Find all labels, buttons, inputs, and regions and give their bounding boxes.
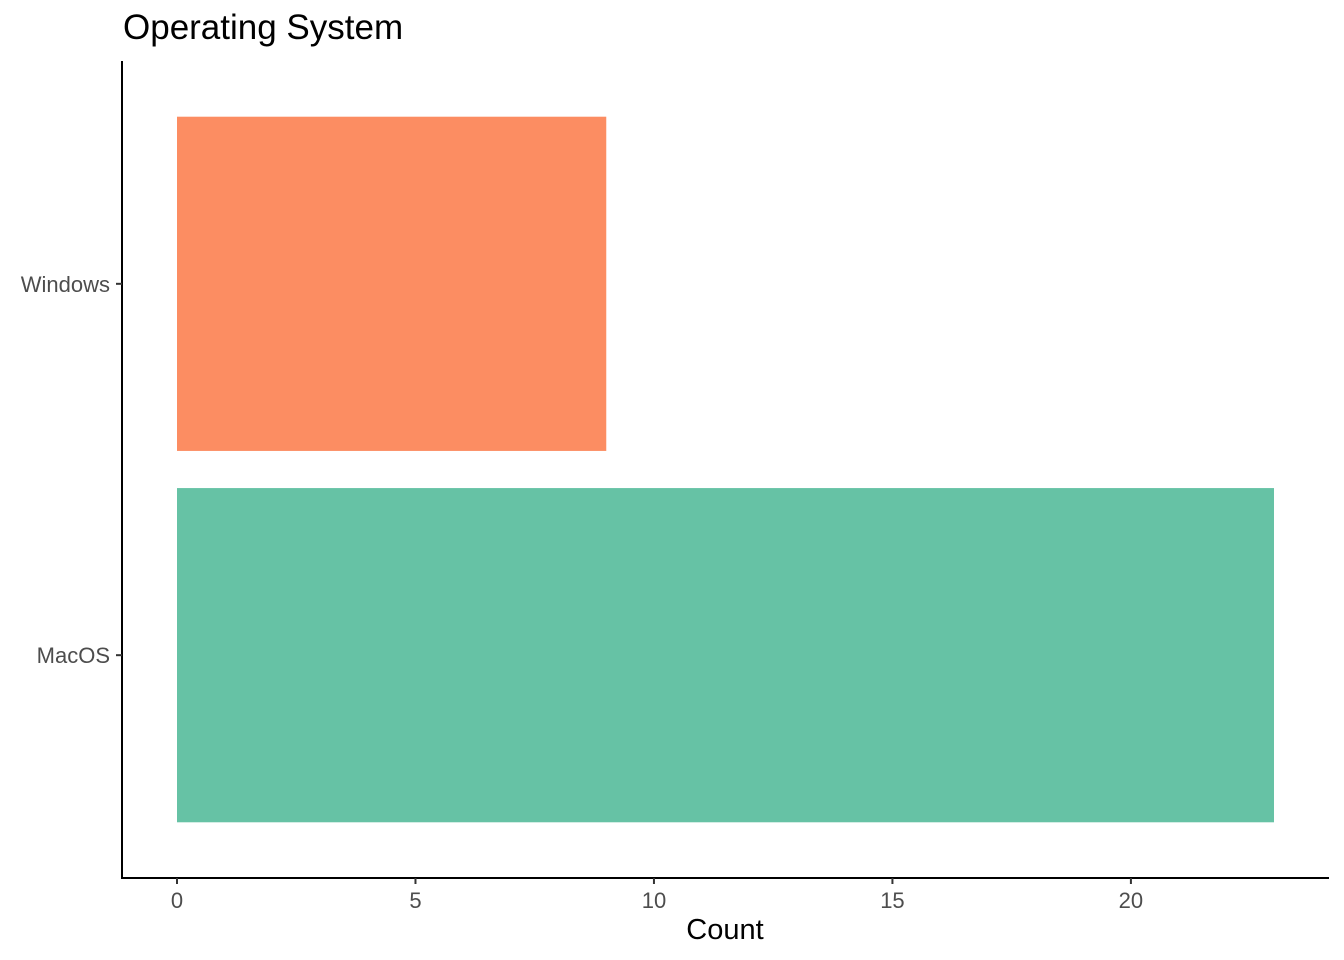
bar-macos (177, 488, 1274, 823)
x-tick-label-10: 10 (642, 888, 666, 913)
y-tick-label-windows: Windows (21, 272, 110, 297)
y-tick-label-macos: MacOS (37, 643, 110, 668)
y-axis-ticks: MacOS Windows (21, 272, 122, 668)
x-tick-label-20: 20 (1119, 888, 1143, 913)
bar-windows (177, 116, 607, 451)
x-axis-title: Count (686, 914, 763, 946)
chart-title: Operating System (123, 8, 403, 47)
x-tick-label-5: 5 (409, 888, 421, 913)
x-axis-ticks: 0 5 10 15 20 (171, 878, 1143, 913)
bars-group (177, 116, 1274, 823)
x-tick-label-0: 0 (171, 888, 183, 913)
x-tick-label-15: 15 (880, 888, 904, 913)
